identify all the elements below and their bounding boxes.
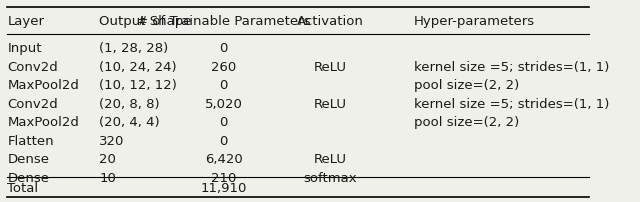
- Text: 0: 0: [220, 116, 228, 129]
- Text: 11,910: 11,910: [200, 182, 247, 195]
- Text: pool size=(2, 2): pool size=(2, 2): [413, 116, 519, 129]
- Text: MaxPool2d: MaxPool2d: [7, 116, 79, 129]
- Text: pool size=(2, 2): pool size=(2, 2): [413, 79, 519, 92]
- Text: Dense: Dense: [7, 172, 49, 185]
- Text: Total: Total: [7, 182, 38, 195]
- Text: (20, 8, 8): (20, 8, 8): [99, 98, 160, 111]
- Text: 5,020: 5,020: [205, 98, 243, 111]
- Text: (20, 4, 4): (20, 4, 4): [99, 116, 160, 129]
- Text: ReLU: ReLU: [314, 153, 347, 166]
- Text: 0: 0: [220, 42, 228, 55]
- Text: (10, 12, 12): (10, 12, 12): [99, 79, 177, 92]
- Text: Hyper-parameters: Hyper-parameters: [413, 15, 535, 28]
- Text: Output Shape: Output Shape: [99, 15, 192, 28]
- Text: MaxPool2d: MaxPool2d: [7, 79, 79, 92]
- Text: 10: 10: [99, 172, 116, 185]
- Text: Dense: Dense: [7, 153, 49, 166]
- Text: Conv2d: Conv2d: [7, 98, 58, 111]
- Text: 0: 0: [220, 135, 228, 148]
- Text: Input: Input: [7, 42, 42, 55]
- Text: Activation: Activation: [297, 15, 364, 28]
- Text: Layer: Layer: [7, 15, 44, 28]
- Text: 210: 210: [211, 172, 237, 185]
- Text: 0: 0: [220, 79, 228, 92]
- Text: Conv2d: Conv2d: [7, 61, 58, 74]
- Text: kernel size =5; strides=(1, 1): kernel size =5; strides=(1, 1): [413, 61, 609, 74]
- Text: Flatten: Flatten: [7, 135, 54, 148]
- Text: softmax: softmax: [304, 172, 357, 185]
- Text: # of Trainable Parameters: # of Trainable Parameters: [137, 15, 310, 28]
- Text: (1, 28, 28): (1, 28, 28): [99, 42, 168, 55]
- Text: ReLU: ReLU: [314, 98, 347, 111]
- Text: kernel size =5; strides=(1, 1): kernel size =5; strides=(1, 1): [413, 98, 609, 111]
- Text: 260: 260: [211, 61, 236, 74]
- Text: 6,420: 6,420: [205, 153, 243, 166]
- Text: 320: 320: [99, 135, 125, 148]
- Text: ReLU: ReLU: [314, 61, 347, 74]
- Text: 20: 20: [99, 153, 116, 166]
- Text: (10, 24, 24): (10, 24, 24): [99, 61, 177, 74]
